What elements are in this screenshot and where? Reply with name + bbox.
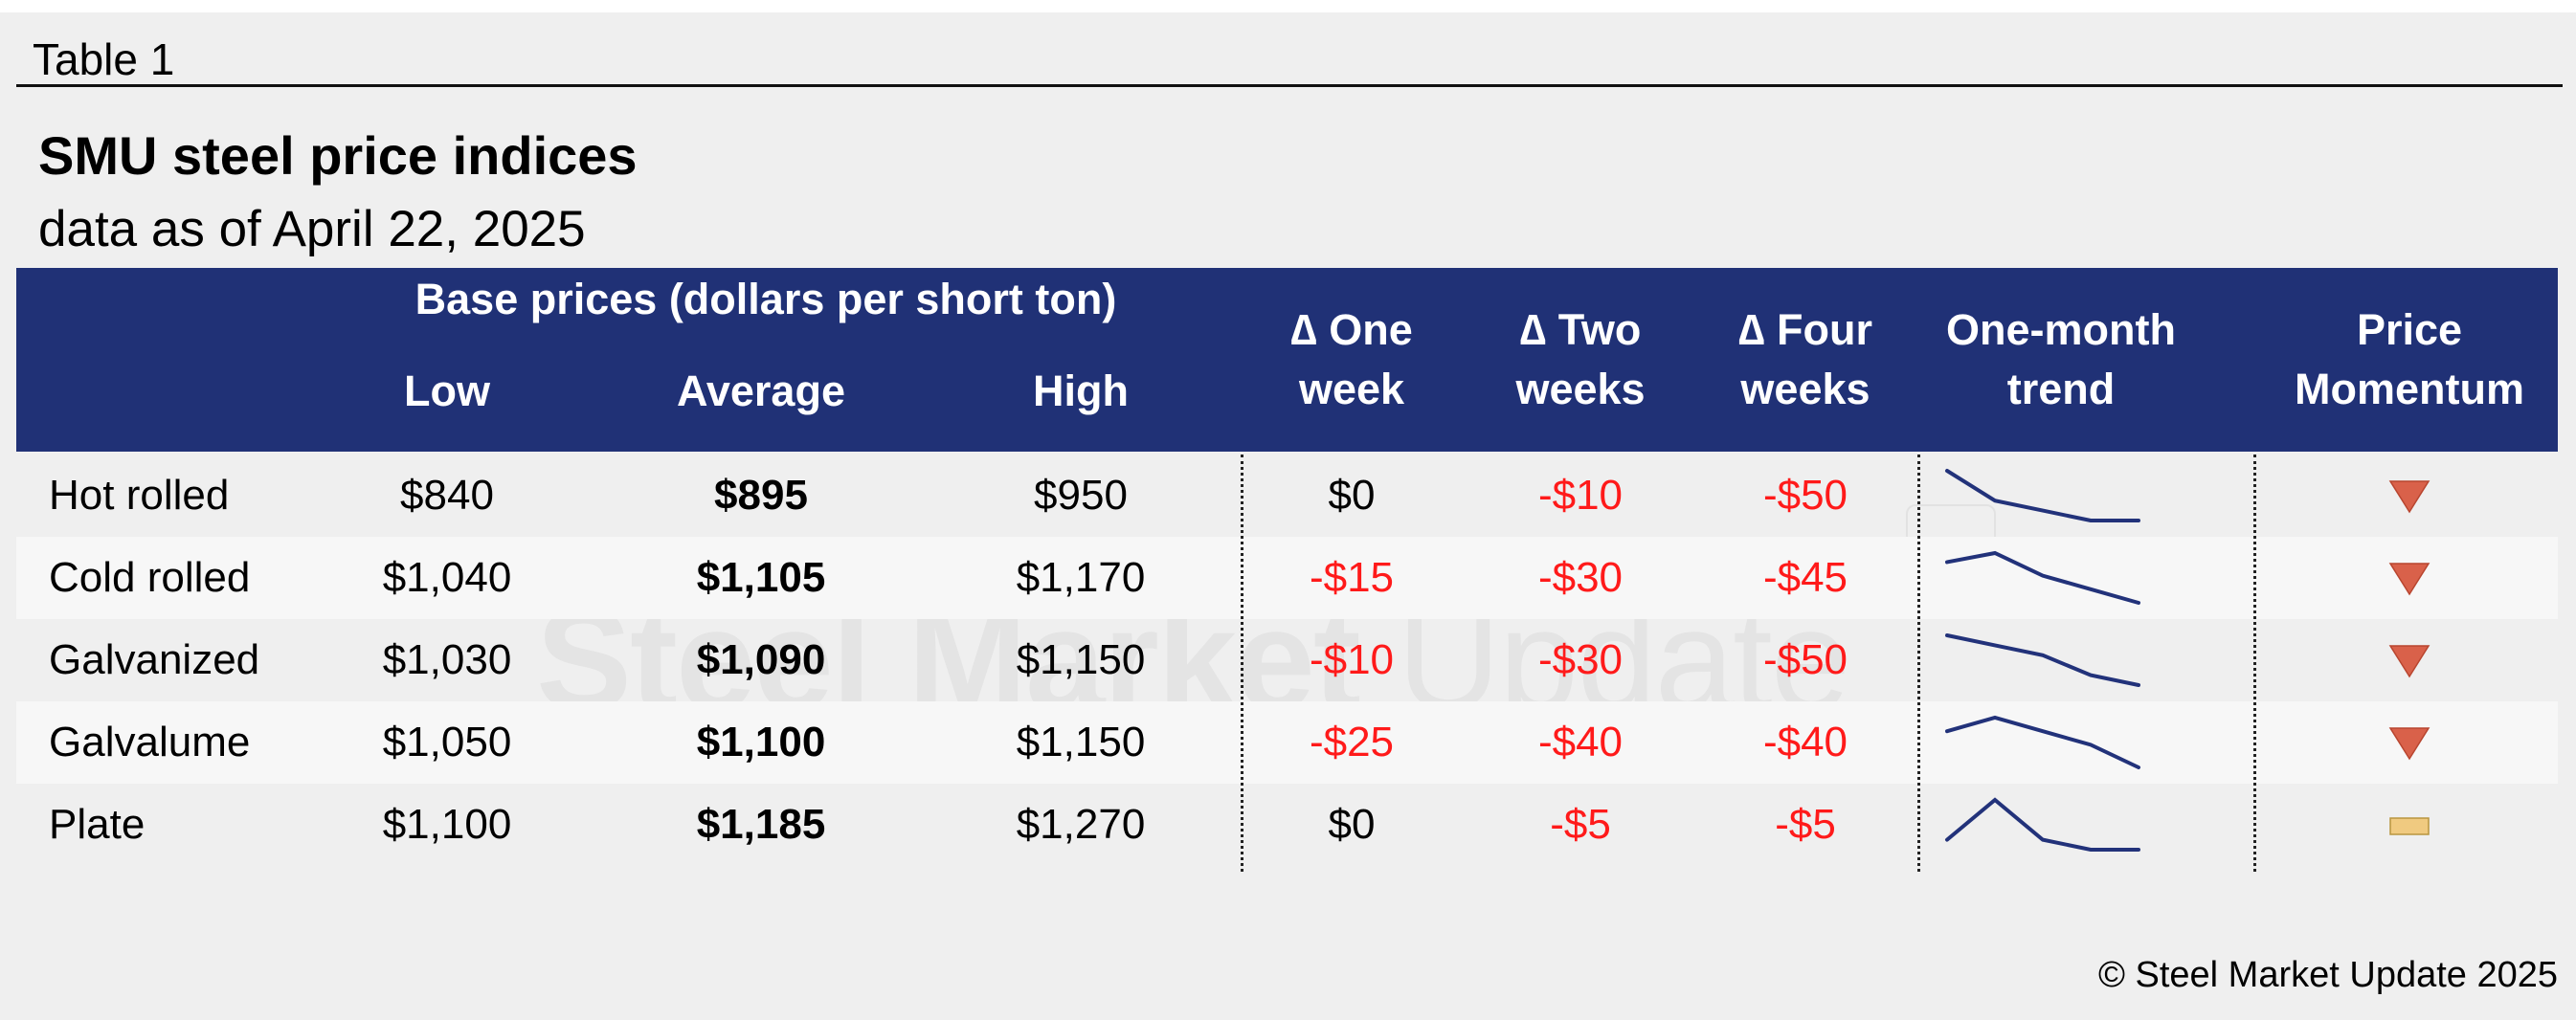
cell-average: $1,105 — [696, 554, 826, 601]
cell-low: $840 — [400, 472, 494, 519]
cell-average: $1,100 — [696, 719, 826, 765]
cell-two-weeks: -$5 — [1550, 801, 1611, 848]
momentum-down-icon — [2388, 727, 2430, 761]
cell-four-weeks: -$5 — [1775, 801, 1836, 848]
table-row: Cold rolled $1,040 $1,105 $1,170 -$15 -$30 -$4… — [16, 537, 2558, 619]
header-momentum: Price Momentum — [2295, 300, 2524, 419]
header-line: Price — [2356, 305, 2463, 354]
trend-line — [1945, 633, 2140, 687]
momentum-down-icon — [2388, 645, 2430, 678]
cell-one-week: -$15 — [1309, 554, 1395, 601]
momentum-down-icon — [2388, 563, 2430, 596]
cell-four-weeks: -$40 — [1762, 719, 1848, 765]
divider — [16, 84, 2563, 87]
header-high: High — [1033, 366, 1129, 415]
table-label: Table 1 — [33, 34, 175, 84]
table-panel: Table 1 SMU steel price indices data as … — [0, 12, 2576, 1020]
cell-four-weeks: -$50 — [1762, 636, 1848, 683]
cell-four-weeks: -$50 — [1762, 472, 1848, 519]
cell-product: Galvalume — [49, 719, 251, 765]
header-line: weeks — [1515, 365, 1646, 413]
cell-average: $1,185 — [696, 801, 826, 848]
copyright: © Steel Market Update 2025 — [2097, 955, 2558, 995]
header-line: Momentum — [2295, 365, 2524, 413]
table-row: Galvalume $1,050 $1,100 $1,150 -$25 -$40 -$40 — [16, 701, 2558, 784]
page-title: SMU steel price indices — [38, 125, 638, 186]
cell-four-weeks: -$45 — [1762, 554, 1848, 601]
header-trend: One-month trend — [1946, 300, 2176, 419]
cell-high: $1,170 — [1016, 554, 1146, 601]
table-header: Base prices (dollars per short ton) Low … — [16, 268, 2558, 452]
cell-average: $1,090 — [696, 636, 826, 683]
cell-two-weeks: -$10 — [1537, 472, 1624, 519]
trend-sparkline — [1945, 469, 2140, 522]
header-line: ∆ Four — [1737, 305, 1873, 354]
cell-average: $895 — [714, 472, 808, 519]
trend-sparkline — [1945, 797, 2140, 852]
trend-line — [1945, 469, 2140, 522]
header-base-prices: Base prices (dollars per short ton) — [414, 275, 1117, 323]
cell-one-week: $0 — [1328, 472, 1376, 519]
column-divider — [2253, 455, 2256, 872]
header-line: weeks — [1740, 365, 1870, 413]
subtitle: data as of April 22, 2025 — [38, 201, 586, 257]
header-low: Low — [404, 366, 490, 415]
cell-product: Galvanized — [49, 636, 260, 683]
trend-line — [1945, 797, 2140, 852]
cell-high: $1,150 — [1016, 719, 1146, 765]
column-divider — [1917, 455, 1920, 872]
cell-high: $1,270 — [1016, 801, 1146, 848]
cell-one-week: -$25 — [1309, 719, 1395, 765]
cell-high: $1,150 — [1016, 636, 1146, 683]
momentum-flat-icon — [2389, 817, 2430, 835]
table-row: Hot rolled $840 $895 $950 $0 -$10 -$50 — [16, 455, 2558, 537]
cell-two-weeks: -$30 — [1537, 636, 1624, 683]
cell-two-weeks: -$40 — [1537, 719, 1624, 765]
momentum-down-icon — [2388, 480, 2430, 514]
cell-low: $1,050 — [382, 719, 512, 765]
trend-sparkline — [1945, 550, 2140, 605]
header-line: trend — [2006, 365, 2116, 413]
cell-two-weeks: -$30 — [1537, 554, 1624, 601]
header-one-week: ∆ One week — [1290, 300, 1413, 419]
header-line: ∆ Two — [1519, 305, 1642, 354]
cell-product: Hot rolled — [49, 472, 230, 519]
header-four-weeks: ∆ Four weeks — [1738, 300, 1872, 419]
cell-high: $950 — [1034, 472, 1128, 519]
cell-low: $1,040 — [382, 554, 512, 601]
cell-one-week: -$10 — [1309, 636, 1395, 683]
trend-line — [1945, 550, 2140, 605]
header-line: One-month — [1946, 305, 2176, 354]
cell-product: Cold rolled — [49, 554, 251, 601]
header-line: week — [1298, 365, 1405, 413]
trend-sparkline — [1945, 633, 2140, 687]
cell-low: $1,030 — [382, 636, 512, 683]
header-line: ∆ One — [1290, 305, 1413, 354]
header-average: Average — [677, 366, 845, 415]
cell-low: $1,100 — [382, 801, 512, 848]
cell-one-week: $0 — [1328, 801, 1376, 848]
cell-product: Plate — [49, 801, 146, 848]
trend-line — [1945, 715, 2140, 769]
header-two-weeks: ∆ Two weeks — [1515, 300, 1645, 419]
trend-sparkline — [1945, 715, 2140, 769]
table-row: Plate $1,100 $1,185 $1,270 $0 -$5 -$5 — [16, 784, 2558, 866]
table-row: Galvanized $1,030 $1,090 $1,150 -$10 -$30 -$50 — [16, 619, 2558, 701]
column-divider — [1241, 455, 1243, 872]
